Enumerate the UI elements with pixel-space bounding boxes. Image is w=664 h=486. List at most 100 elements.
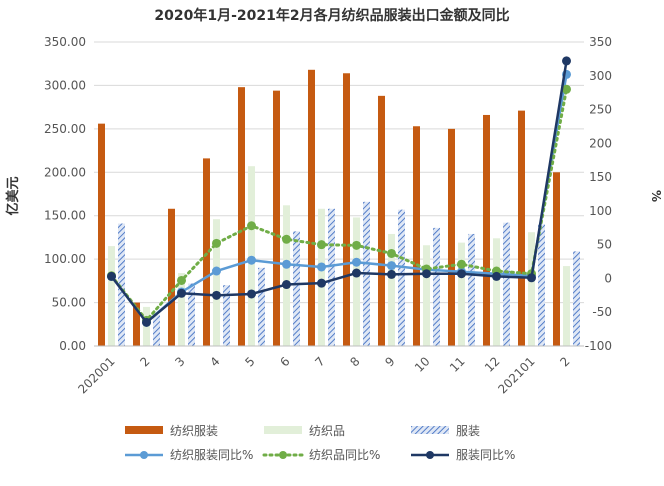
data-point [457,259,466,269]
x-tick-label: 8 [347,354,362,369]
data-point [562,84,571,94]
bar [503,222,510,346]
y2-tick-label: 50 [597,238,612,252]
data-point [387,261,396,271]
bar [353,217,360,346]
bar [293,231,300,346]
y-tick-label: 300.00 [44,78,86,92]
bar [423,245,430,346]
bar [258,267,265,346]
x-tick-label: 10 [412,354,433,375]
y2-tick-label: 100 [589,204,612,218]
bar [133,302,140,346]
data-point [212,290,221,300]
bar [518,110,525,346]
x-tick-label: 5 [242,354,257,369]
legend-swatch [125,426,163,434]
data-point [457,269,466,279]
data-point [352,240,361,250]
data-point [352,257,361,267]
legend-marker [426,451,434,459]
y2-tick-label: 150 [589,170,612,184]
data-point [247,289,256,299]
x-tick-label: 2 [137,354,152,369]
data-point [492,271,501,281]
legend-label: 服装 [456,424,480,438]
x-tick-label: 12 [482,354,503,375]
bar [563,266,570,346]
bar [528,232,535,346]
y2-tick-label: 0 [604,271,612,285]
y2-axis-label: % [649,190,663,202]
data-point [247,255,256,265]
bar [223,285,230,346]
bar [108,246,115,346]
grid [94,41,584,347]
bar [118,223,125,346]
legend-swatch [411,426,449,434]
data-point [282,234,291,244]
y2-tick-label: -50 [592,305,612,319]
bar [213,219,220,346]
bar [573,251,580,346]
bar [238,87,245,346]
bar [168,208,175,346]
data-point [317,240,326,250]
y2-tick-label: 350 [589,35,612,49]
data-point [282,280,291,290]
data-point [422,269,431,279]
bars [98,69,580,347]
data-point [177,288,186,298]
data-point [212,238,221,248]
bar [153,314,160,346]
data-point [107,271,116,281]
bar [388,233,395,346]
x-tick-label: 202101 [495,354,537,396]
bar [188,283,195,346]
bar [328,208,335,346]
y-tick-label: 50.00 [52,296,86,310]
legend-label: 纺织品 [309,424,345,438]
x-tick-label: 6 [277,354,292,369]
bar [483,114,490,347]
data-point [317,278,326,288]
data-point [177,275,186,285]
y2-tick-label: 250 [589,103,612,117]
data-point [527,273,536,283]
y-tick-label: 250.00 [44,122,86,136]
bar [553,172,560,346]
series-line [110,74,568,325]
x-tick-label: 2 [557,354,572,369]
bar [468,233,475,346]
bar [493,238,500,346]
x-tick-label: 202001 [75,354,117,396]
series-line [110,60,568,325]
legend-label: 纺织服装 [170,424,218,438]
y2-tick-label: 200 [589,136,612,150]
y2-tick-label: 300 [589,69,612,83]
bar [283,205,290,346]
x-tick-label: 11 [447,354,468,375]
data-point [562,56,571,66]
series-line [110,87,568,323]
bar [538,224,545,346]
bar [398,209,405,346]
data-point [317,262,326,272]
bar [178,273,185,346]
bar [308,69,315,347]
x-tick-label: 3 [172,354,187,369]
legend-label: 纺织服装同比% [170,448,253,462]
legend-marker [279,451,287,459]
lines [107,56,571,327]
bar [273,90,280,346]
legend-marker [140,451,148,459]
legend-swatch [264,426,302,434]
legend-label: 纺织品同比% [309,448,380,462]
x-tick-label: 4 [207,354,222,369]
data-point [212,266,221,276]
x-tick-label: 9 [382,354,397,369]
bar [413,126,420,346]
y2-tick-label: -100 [585,339,612,353]
